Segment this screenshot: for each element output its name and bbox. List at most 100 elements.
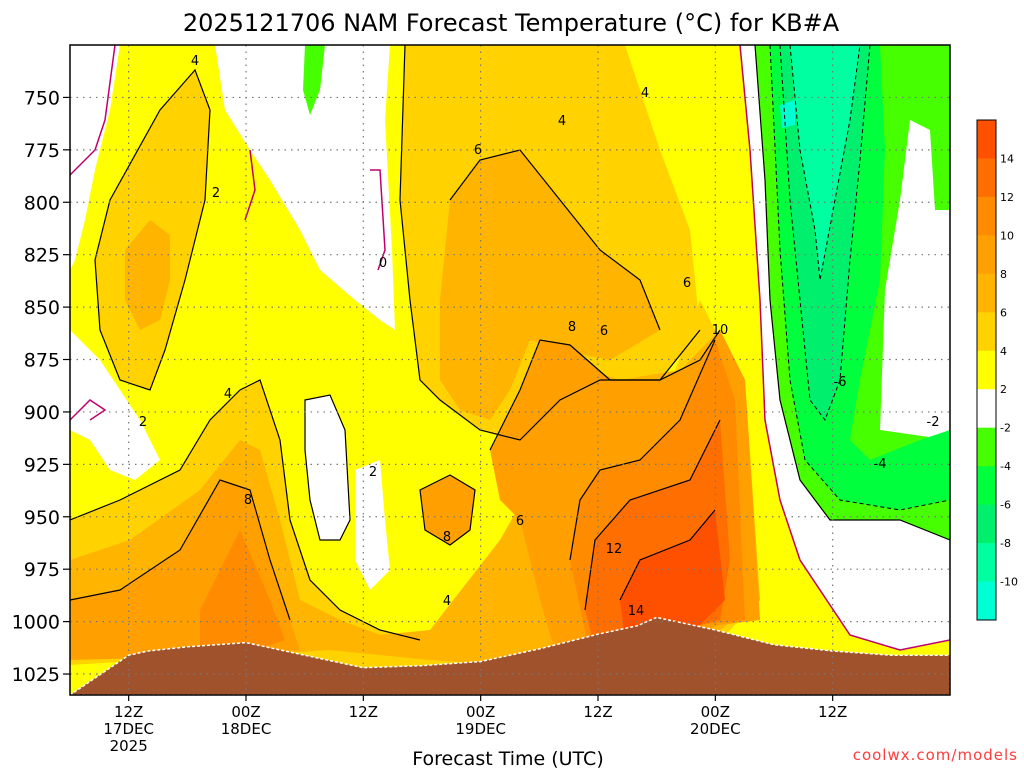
neg-contour-b xyxy=(779,45,871,422)
contour-label: 8 xyxy=(443,530,451,545)
colorbar-swatch xyxy=(977,504,996,544)
x-tick-label: 12Z xyxy=(583,703,612,721)
colorbar-swatch xyxy=(977,581,996,621)
x-axis-label: Forecast Time (UTC) xyxy=(412,748,603,768)
y-tick-label: 900 xyxy=(24,402,60,424)
field-orange-10 xyxy=(200,530,285,655)
colorbar-swatch xyxy=(977,196,996,236)
field-white-low-left xyxy=(70,330,160,480)
y-tick-label: 950 xyxy=(24,507,60,529)
x-tick-label: 00Z xyxy=(231,703,260,721)
contour-label: 6 xyxy=(516,514,524,529)
grid xyxy=(70,45,950,695)
zero-isotherm-center xyxy=(370,169,386,271)
colorbar-label: 8 xyxy=(1000,268,1007,281)
y-tick-label: 1000 xyxy=(12,612,60,634)
plot-frame xyxy=(69,44,951,696)
y-tick-label: 750 xyxy=(24,87,60,109)
ground-surface xyxy=(67,616,951,696)
zero-isotherm-mid xyxy=(244,149,256,221)
contour-label: 4 xyxy=(191,54,199,69)
field-white-upper-mid xyxy=(215,45,395,330)
colorbar-swatch xyxy=(977,543,996,583)
colorbar-label: 6 xyxy=(1000,306,1007,319)
colorbar-frame xyxy=(976,119,997,621)
contour-label: 4 xyxy=(641,86,649,101)
contour-line-e xyxy=(489,329,721,451)
contour-label: 4 xyxy=(224,387,232,402)
field-orange-6-left xyxy=(125,220,170,330)
contour-lines xyxy=(70,45,950,641)
colorbar-swatch xyxy=(977,235,996,275)
contour-label: -2 xyxy=(927,415,940,430)
contour-label: -6 xyxy=(834,375,847,390)
contour-label: 4 xyxy=(443,594,451,609)
colorbar-label: 4 xyxy=(1000,345,1007,358)
contour-label: 8 xyxy=(568,320,576,335)
colorbar-label: -6 xyxy=(1000,499,1011,512)
x-tick-label: 12Z xyxy=(818,703,847,721)
chart-title: 2025121706 NAM Forecast Temperature (°C)… xyxy=(183,9,840,37)
field-white-low-mid xyxy=(305,395,350,540)
y-tick-label: 1025 xyxy=(12,664,60,686)
y-tick-label: 975 xyxy=(24,559,60,581)
contour-line-h xyxy=(619,509,716,601)
contour-line-k xyxy=(754,45,950,541)
contour-line-f xyxy=(569,339,716,561)
x-tick-label: 00Z xyxy=(466,703,495,721)
colorbar-swatch xyxy=(977,273,996,313)
x-tick-label: 17DEC xyxy=(103,720,154,738)
contour-line-g xyxy=(584,419,721,611)
colorbar-label: -2 xyxy=(1000,422,1011,435)
colorbar-label: -8 xyxy=(1000,537,1011,550)
field-orange-6-center xyxy=(440,150,660,420)
colorbar: 14 12 10 8 6 4 2 -2 -4 -6 -8 -10 xyxy=(976,119,1018,621)
colorbar-swatch xyxy=(977,120,996,159)
temperature-field xyxy=(70,45,950,695)
contour-label: 10 xyxy=(712,323,729,338)
colorbar-label: -10 xyxy=(1000,576,1018,589)
zero-isotherm-lowleft xyxy=(70,399,107,421)
colorbar-swatch xyxy=(977,158,996,198)
contour-label: 4 xyxy=(558,114,566,129)
contour-label: 6 xyxy=(600,324,608,339)
zero-isotherm-left xyxy=(70,45,116,176)
y-tick-label: 850 xyxy=(24,297,60,319)
x-tick-label: 00Z xyxy=(701,703,730,721)
contour-line-i xyxy=(419,474,476,546)
contour-label: 14 xyxy=(628,604,645,619)
contour-line-l xyxy=(304,394,351,541)
zero-isotherms xyxy=(70,45,950,651)
colorbar-label: 12 xyxy=(1000,191,1014,204)
colorbar-label: -4 xyxy=(1000,460,1011,473)
neg-contour-c xyxy=(789,45,861,281)
y-axis: 750 775 800 825 850 875 900 925 950 975 1000 1025 xyxy=(12,87,70,686)
x-tick-label: 19DEC xyxy=(455,720,506,738)
colorbar-label: 2 xyxy=(1000,383,1007,396)
y-tick-label: 925 xyxy=(24,454,60,476)
contour-line-c xyxy=(449,149,661,331)
field-green-top-left xyxy=(303,45,325,115)
contour-label: 0 xyxy=(379,256,387,271)
colorbar-label: 14 xyxy=(1000,153,1014,166)
contour-line-j xyxy=(70,379,421,641)
contour-label: -4 xyxy=(874,457,887,472)
y-tick-label: 800 xyxy=(24,192,60,214)
colorbar-swatch xyxy=(977,427,996,467)
field-green-10 xyxy=(780,100,795,128)
contour-label: 6 xyxy=(474,143,482,158)
y-tick-label: 825 xyxy=(24,245,60,267)
neg-contour-a xyxy=(769,45,950,511)
contour-label: 2 xyxy=(212,186,220,201)
y-tick-label: 775 xyxy=(24,140,60,162)
contour-label: 8 xyxy=(244,493,252,508)
contour-label: 6 xyxy=(683,276,691,291)
contour-labels: 4 2 2 0 4 8 2 6 4 4 6 8 8 6 10 12 14 6 4 -2 -4 -6 xyxy=(139,54,940,619)
field-green-8 xyxy=(790,45,860,280)
contour-line-a xyxy=(94,68,211,391)
x-tick-label: 18DEC xyxy=(221,720,272,738)
colorbar-swatch xyxy=(977,350,996,390)
x-tick-label: 12Z xyxy=(114,703,143,721)
